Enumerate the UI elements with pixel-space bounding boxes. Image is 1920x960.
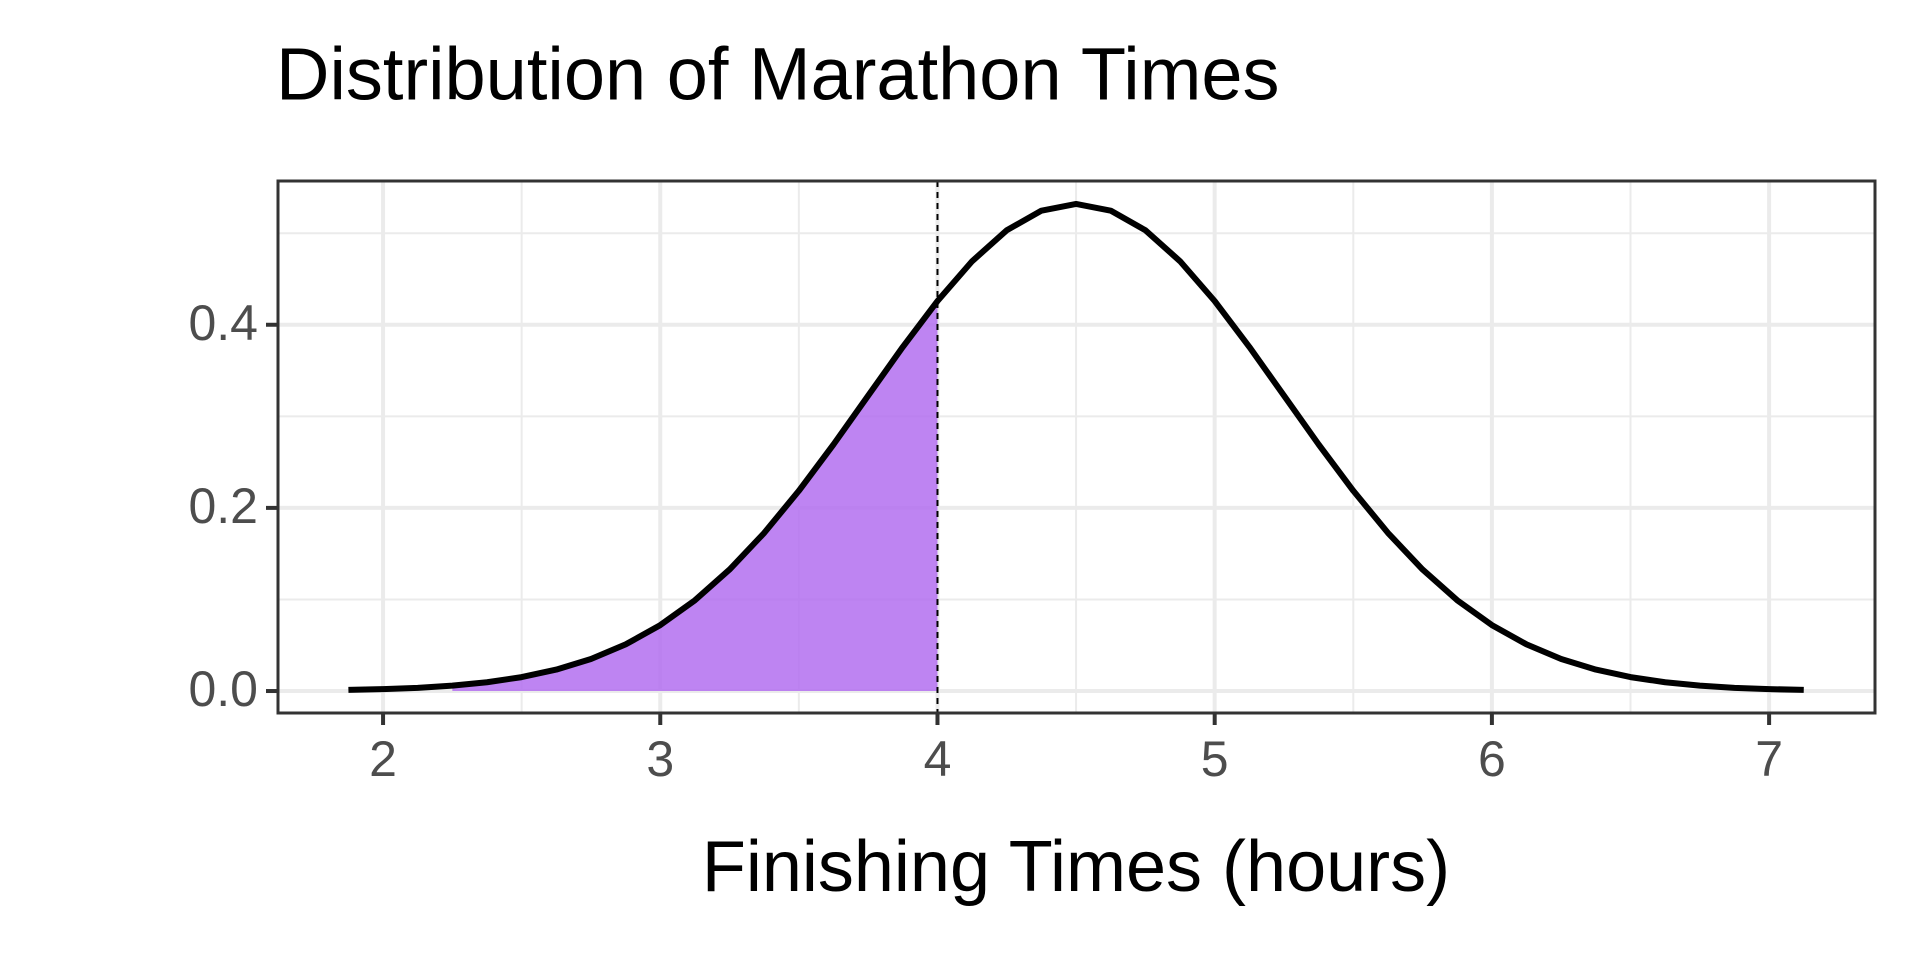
chart-title: Distribution of Marathon Times [276, 33, 1280, 116]
x-tick-label: 4 [924, 731, 952, 787]
shaded-area [452, 301, 938, 692]
y-tick-label: 0.4 [188, 295, 258, 351]
density-curve [348, 200, 1804, 693]
plot-border [276, 179, 1877, 715]
x-axis-title: Finishing Times (hours) [702, 827, 1450, 907]
x-tick-label: 3 [646, 731, 674, 787]
y-tick-label: 0.2 [188, 478, 258, 534]
x-tick-label: 2 [369, 731, 397, 787]
x-tick-label: 6 [1478, 731, 1506, 787]
x-tick-label: 5 [1201, 731, 1229, 787]
x-tick-label: 7 [1755, 731, 1783, 787]
y-tick-label: 0.0 [188, 661, 258, 717]
